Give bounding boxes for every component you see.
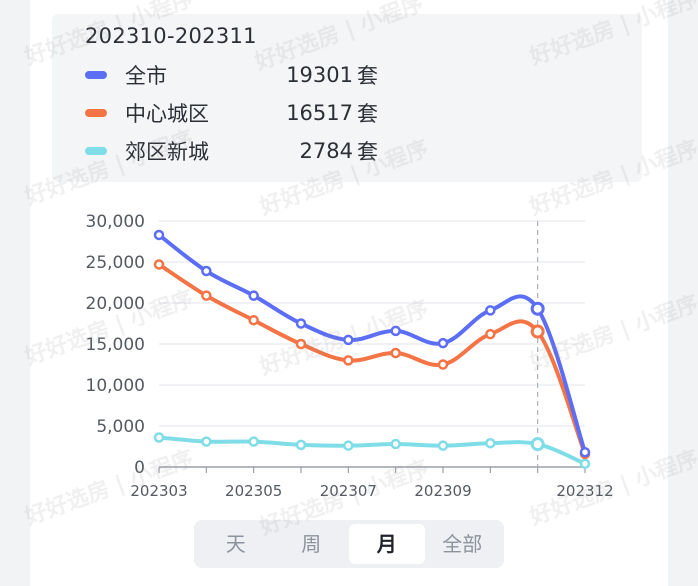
series-line-1 — [157, 262, 587, 456]
legend-unit: 套 — [357, 64, 378, 88]
legend-title: 202310-202311 — [85, 24, 257, 48]
data-point — [485, 437, 496, 449]
toggle-all[interactable]: 全部 — [442, 532, 483, 556]
data-point — [343, 440, 354, 451]
data-point — [201, 290, 212, 301]
legend-item-city[interactable]: 全市 19301 套 — [85, 60, 378, 90]
data-point — [201, 436, 212, 447]
legend-item-suburb[interactable]: 郊区新城 2784 套 — [85, 136, 378, 166]
legend-unit: 套 — [357, 140, 378, 164]
toggle-day[interactable]: 天 — [225, 532, 246, 556]
x-tick-label: 202305 — [225, 482, 282, 500]
legend-value: 16517 — [286, 101, 353, 125]
y-tick-label: 15,000 — [86, 335, 145, 355]
legend-value: 19301 — [286, 63, 353, 87]
data-point — [153, 259, 165, 270]
series-line-2 — [157, 435, 587, 466]
data-point — [437, 440, 449, 451]
data-point — [390, 438, 401, 450]
y-tick-label: 0 — [134, 458, 145, 478]
x-tick-label: 202312 — [556, 482, 613, 500]
legend-swatch — [85, 109, 107, 117]
data-point — [343, 334, 354, 346]
data-point — [295, 338, 307, 350]
toggle-week[interactable]: 周 — [301, 532, 322, 556]
legend-item-central[interactable]: 中心城区 16517 套 — [85, 98, 378, 128]
data-point — [390, 325, 401, 337]
data-point — [579, 446, 591, 458]
data-point — [579, 458, 591, 469]
data-point — [343, 355, 354, 366]
data-point — [530, 437, 545, 452]
period-toggle: 天 周 月 全部 — [194, 520, 504, 568]
legend-value: 2784 — [299, 139, 353, 163]
y-tick-label: 5,000 — [96, 417, 145, 437]
x-tick-label: 202309 — [414, 482, 471, 500]
y-tick-label: 10,000 — [86, 376, 145, 396]
x-tick-label: 202307 — [320, 482, 377, 500]
data-point — [295, 439, 307, 451]
data-point — [248, 290, 259, 301]
data-point — [153, 432, 165, 443]
data-point — [390, 347, 401, 359]
data-point — [530, 324, 545, 339]
data-point — [248, 436, 259, 447]
legend-name: 全市 — [125, 64, 167, 88]
legend-unit: 套 — [357, 102, 378, 126]
data-point — [485, 328, 496, 340]
y-tick-label: 20,000 — [86, 294, 145, 314]
legend-panel — [52, 14, 642, 182]
y-tick-label: 30,000 — [86, 212, 145, 232]
data-point — [248, 314, 259, 326]
x-tick-label: 202303 — [130, 482, 187, 500]
data-point — [485, 305, 496, 316]
data-point — [437, 337, 449, 349]
data-point — [153, 229, 165, 241]
legend-swatch — [85, 147, 107, 155]
toggle-month[interactable]: 月 — [349, 524, 425, 564]
y-tick-label: 25,000 — [86, 253, 145, 273]
legend-name: 中心城区 — [125, 102, 209, 126]
data-point — [295, 318, 307, 329]
legend-name: 郊区新城 — [125, 140, 209, 164]
legend-swatch — [85, 71, 107, 79]
data-point — [437, 359, 449, 370]
data-point — [201, 265, 212, 277]
data-point — [530, 301, 545, 316]
